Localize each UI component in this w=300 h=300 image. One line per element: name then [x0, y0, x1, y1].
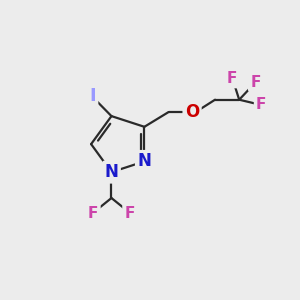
Text: N: N [137, 152, 151, 170]
Text: F: F [88, 206, 98, 221]
Text: F: F [124, 206, 135, 221]
Text: F: F [250, 74, 261, 89]
Text: N: N [104, 163, 118, 181]
Text: I: I [89, 87, 96, 105]
Text: F: F [226, 71, 237, 86]
Text: O: O [185, 103, 199, 121]
Text: F: F [256, 97, 266, 112]
